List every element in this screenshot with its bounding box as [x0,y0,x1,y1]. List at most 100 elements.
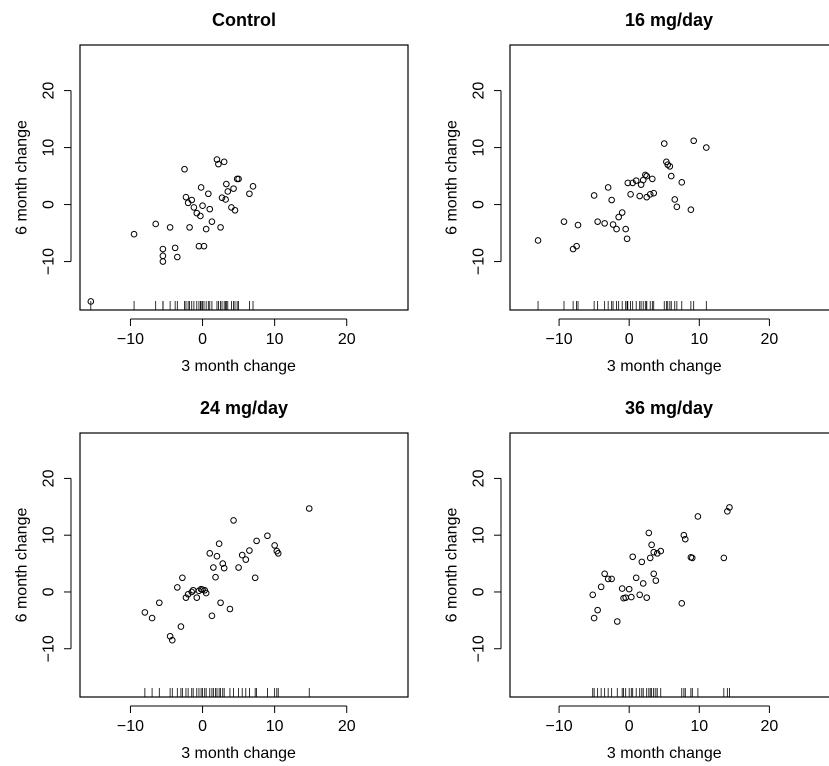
y-axis-label: 6 month change [14,120,31,235]
data-point [217,224,224,231]
data-point [642,171,649,179]
x-tick-label: 0 [198,331,207,348]
x-tick-label: 0 [625,331,634,348]
data-point [246,190,253,198]
data-point [206,550,214,557]
data-point [224,188,232,195]
panel-2: 16 mg/day −10 0 10 20 3 month change −10 0 10 20 6… [444,10,829,375]
data-point [193,594,201,601]
y-tick-label: 20 [41,82,58,100]
x-axis-label: 3 month change [607,358,722,375]
data-point [660,140,668,147]
data-point [264,532,271,540]
data-point [589,591,597,599]
y-tick-label: 0 [41,200,58,209]
data-point [213,156,221,163]
data-point [305,505,313,512]
data-point [249,183,257,190]
x-tick-label: 20 [338,718,356,735]
data-point [657,547,665,555]
data-point [171,244,179,252]
data-point [235,175,242,183]
panel-4: 36 mg/day −10 0 10 20 3 month change −10 0 10 20 6… [444,398,829,762]
data-point [666,163,674,170]
data-point [639,580,647,587]
x-tick-label: −10 [546,718,573,735]
data-point [627,593,635,601]
data-point [590,192,598,199]
data-point [636,591,644,599]
data-point [188,588,196,596]
data-point [242,556,250,563]
data-point [622,225,629,233]
data-point [534,237,542,244]
data-point [200,242,208,250]
data-point [181,165,188,173]
y-tick-label: −10 [41,248,58,275]
data-point [615,213,622,221]
data-point [168,636,176,644]
data-point [650,189,658,197]
data-point [206,205,214,213]
data-point [212,573,219,581]
data-point [215,160,222,168]
data-point [213,552,221,560]
data-point [166,224,174,231]
x-tick-label: 20 [761,331,779,348]
data-point [230,517,237,524]
data-point [590,614,598,622]
x-axis-label: 3 month change [181,358,296,375]
data-point [182,594,190,601]
data-point [271,542,278,549]
data-point [645,529,653,537]
data-point [159,252,167,260]
data-point [231,206,239,214]
data-point [688,554,696,562]
data-point [613,618,621,625]
chart-title: 24 mg/day [200,398,288,418]
x-tick-label: 0 [198,718,207,735]
x-tick-label: 20 [338,331,356,348]
y-tick-label: 10 [41,139,58,157]
data-point [205,190,212,198]
data-point [597,583,605,591]
data-point [222,196,229,203]
data-point [574,221,582,229]
data-point [613,225,620,233]
data-point [726,504,733,511]
data-point [638,558,646,566]
data-point [643,594,651,601]
data-point [148,614,156,622]
data-point [629,553,636,561]
data-point [601,220,608,227]
data-point [560,218,568,225]
data-point [608,575,615,583]
data-point [650,570,658,578]
data-point [251,574,259,582]
data-point [664,161,672,168]
data-point [226,605,234,613]
data-point [649,175,656,183]
data-point [220,158,228,166]
data-point [215,540,223,548]
data-point [274,550,282,557]
data-point [625,585,633,593]
data-point [618,585,626,592]
data-point [687,206,695,213]
y-tick-label: −10 [471,635,488,662]
data-point [632,177,640,184]
data-point [195,242,203,250]
data-point [594,606,601,614]
y-tick-label: 0 [471,587,488,596]
data-point [202,225,210,233]
data-point [238,551,246,559]
x-axis-label: 3 month change [607,745,722,762]
data-point [680,531,688,539]
data-point [604,575,612,583]
data-point [197,184,205,191]
data-point [230,185,237,192]
data-point [220,564,228,572]
data-point [152,220,159,228]
x-tick-label: 10 [690,718,708,735]
data-point [671,196,679,203]
